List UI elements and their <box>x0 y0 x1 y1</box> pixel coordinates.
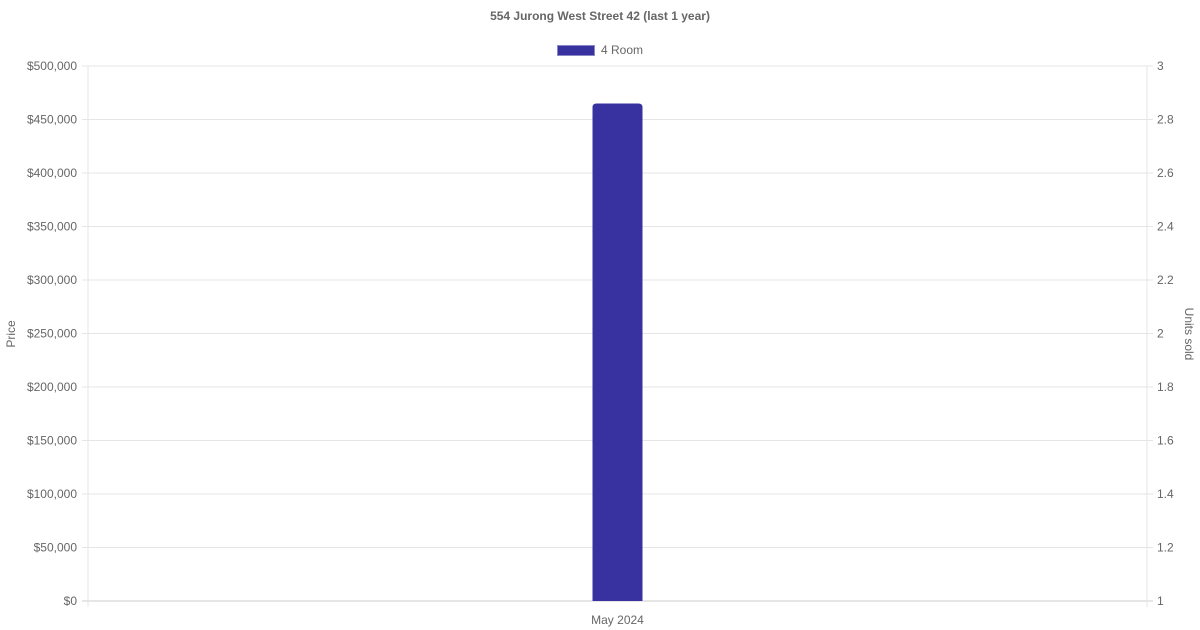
y2-tick-label: 1.4 <box>1157 487 1174 501</box>
legend-label[interactable]: 4 Room <box>600 43 644 57</box>
y2-tick-label: 1 <box>1157 594 1164 608</box>
y2-tick-label: 2.6 <box>1157 166 1174 180</box>
y-axis-title: Price <box>4 320 18 348</box>
y2-axis-title: Units sold <box>1182 308 1196 361</box>
y2-tick-label: 2.2 <box>1157 273 1174 287</box>
y-tick-label: $50,000 <box>34 541 78 555</box>
legend: 4 Room <box>0 43 1200 57</box>
chart-title: 554 Jurong West Street 42 (last 1 year) <box>490 9 710 23</box>
y2-tick-label: 1.8 <box>1157 380 1174 394</box>
y2-tick-label: 2 <box>1157 327 1164 341</box>
x-tick-label: May 2024 <box>591 613 644 627</box>
bar[interactable] <box>592 103 643 601</box>
y-tick-label: $150,000 <box>27 434 77 448</box>
y-tick-label: $500,000 <box>27 59 77 73</box>
legend-swatch[interactable] <box>556 44 595 56</box>
y-tick-label: $0 <box>64 594 78 608</box>
y2-tick-label: 2.8 <box>1157 113 1174 127</box>
y-tick-label: $350,000 <box>27 220 77 234</box>
y2-tick-label: 1.2 <box>1157 541 1174 555</box>
y-tick-label: $100,000 <box>27 487 77 501</box>
y-tick-label: $400,000 <box>27 166 77 180</box>
y-tick-label: $450,000 <box>27 113 77 127</box>
y2-tick-label: 2.4 <box>1157 220 1174 234</box>
y2-tick-label: 1.6 <box>1157 434 1174 448</box>
y-tick-label: $300,000 <box>27 273 77 287</box>
y-tick-label: $250,000 <box>27 327 77 341</box>
y-tick-label: $200,000 <box>27 380 77 394</box>
y2-tick-label: 3 <box>1157 59 1164 73</box>
